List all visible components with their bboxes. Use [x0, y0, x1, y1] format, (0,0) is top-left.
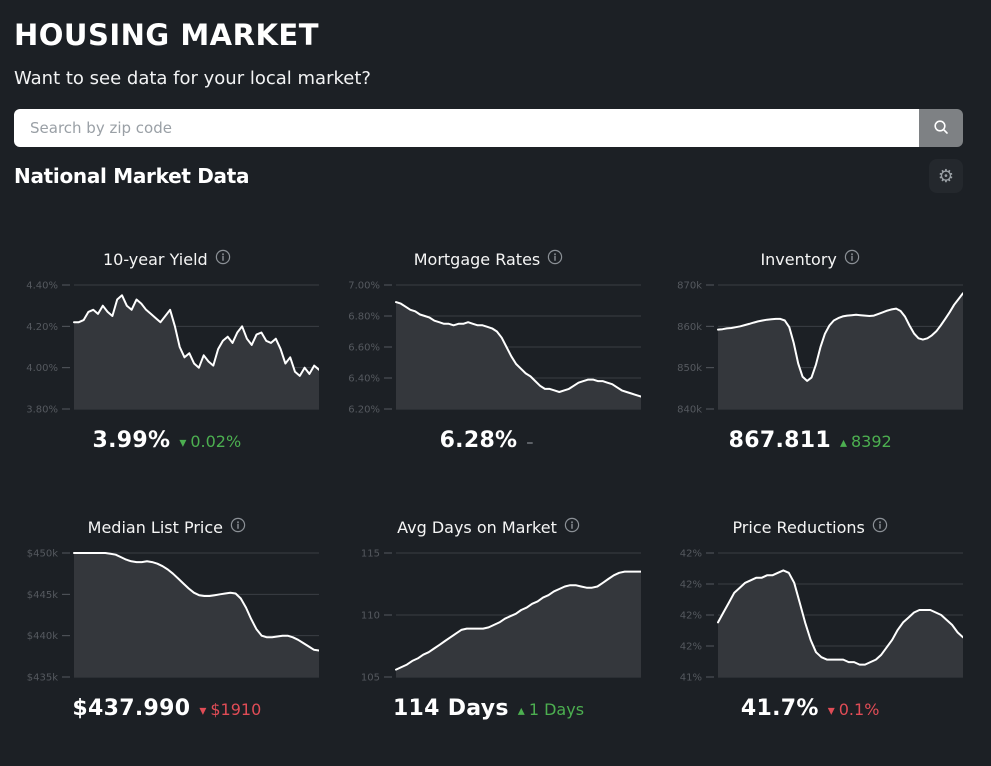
svg-text:870k: 870k [677, 281, 702, 292]
svg-text:860k: 860k [677, 322, 702, 333]
metric-delta-text: 1 Days [528, 700, 585, 719]
svg-text:42%: 42% [679, 549, 701, 560]
metric-card-mortgage-rates: Mortgage Rates 7.00% 6.80% 6.60% 6.40% 6.20%… [336, 249, 642, 453]
metric-value: 6.28% [439, 428, 518, 453]
svg-text:3.80%: 3.80% [27, 405, 59, 414]
metric-value: 867.811 [728, 428, 831, 453]
chart-title-row: Avg Days on Market [336, 517, 642, 537]
svg-text:850k: 850k [677, 363, 702, 374]
page-subtitle: Want to see data for your local market? [14, 68, 371, 89]
svg-text:42%: 42% [679, 580, 701, 591]
svg-text:105: 105 [361, 673, 380, 682]
svg-text:6.80%: 6.80% [348, 312, 380, 323]
metric-delta-text: 0.02% [190, 432, 242, 451]
svg-text:$450k: $450k [27, 549, 58, 560]
metric-value-row: 114 Days ▴ 1 Days [336, 696, 642, 721]
chart-title-row: Mortgage Rates [336, 249, 642, 269]
svg-text:41%: 41% [679, 673, 701, 682]
metric-value-row: 867.811 ▴ 8392 [657, 428, 963, 453]
metric-card-inventory: Inventory 870k 860k 850k 840k 867.811 ▴ 839… [657, 249, 964, 453]
metric-card-10-year-yield: 10-year Yield 4.40% 4.20% 4.00% 3.80% 3.99%… [14, 249, 321, 453]
chart-title-row: Median List Price [14, 517, 320, 537]
chart-title: Inventory [760, 249, 837, 269]
metric-value: 114 Days [392, 696, 509, 721]
search-icon [932, 118, 950, 139]
section-heading: National Market Data [14, 164, 250, 188]
metric-value-row: 6.28% – [336, 428, 642, 453]
svg-text:4.40%: 4.40% [27, 281, 59, 292]
metric-card-avg-days-on-market: Avg Days on Market 115 110 105 114 Days ▴ … [336, 517, 642, 721]
chart-title-row: 10-year Yield [14, 249, 320, 269]
area-chart[interactable]: $450k $445k $440k $435k [14, 549, 321, 684]
info-icon[interactable] [547, 249, 563, 269]
info-icon[interactable] [564, 517, 580, 537]
svg-text:7.00%: 7.00% [348, 281, 380, 292]
metric-delta-text: 8392 [850, 432, 892, 451]
zip-search-bar [14, 109, 963, 147]
metric-delta: ▴ 1 Days [518, 700, 584, 719]
metric-value-row: 3.99% ▾ 0.02% [14, 428, 320, 453]
area-chart[interactable]: 7.00% 6.80% 6.60% 6.40% 6.20% [336, 281, 642, 416]
settings-button[interactable]: ⚙ [929, 159, 963, 193]
metric-card-price-reductions: Price Reductions 42% 42% 42% 42% 41% 41.7% ▾… [657, 517, 964, 721]
svg-text:$435k: $435k [27, 673, 58, 682]
metric-value-row: $437.990 ▾ $1910 [14, 696, 320, 721]
metrics-grid: 10-year Yield 4.40% 4.20% 4.00% 3.80% 3.99%… [14, 249, 964, 721]
trend-arrow-icon: ▴ [517, 703, 525, 719]
svg-text:42%: 42% [679, 611, 701, 622]
metric-card-median-list-price: Median List Price $450k $445k $440k $435k $… [14, 517, 321, 721]
area-chart[interactable]: 42% 42% 42% 42% 41% [658, 549, 964, 684]
search-button[interactable] [919, 109, 963, 147]
svg-text:4.20%: 4.20% [27, 322, 59, 333]
metric-delta: ▴ 8392 [840, 432, 892, 451]
svg-text:6.20%: 6.20% [348, 405, 380, 414]
metric-value: $437.990 [72, 696, 191, 721]
svg-text:4.00%: 4.00% [27, 363, 59, 374]
info-icon[interactable] [872, 517, 888, 537]
trend-arrow-icon: ▴ [839, 435, 847, 451]
area-chart[interactable]: 870k 860k 850k 840k [658, 281, 964, 416]
svg-text:$445k: $445k [27, 590, 58, 601]
trend-arrow-icon: ▾ [199, 703, 207, 719]
section-header-row: National Market Data ⚙ [14, 159, 963, 193]
page-header: HOUSING MARKET Want to see data for your… [14, 18, 963, 193]
trend-arrow-icon: ▾ [827, 703, 835, 719]
svg-text:6.60%: 6.60% [348, 343, 380, 354]
chart-title-row: Price Reductions [657, 517, 963, 537]
metric-value: 3.99% [92, 428, 171, 453]
area-chart[interactable]: 4.40% 4.20% 4.00% 3.80% [14, 281, 321, 416]
svg-text:6.40%: 6.40% [348, 374, 380, 385]
trend-arrow-icon: – [526, 435, 534, 451]
metric-delta: ▾ 0.1% [828, 700, 880, 719]
chart-title: Price Reductions [732, 517, 865, 537]
chart-title: 10-year Yield [102, 249, 208, 269]
area-chart[interactable]: 115 110 105 [336, 549, 642, 684]
chart-title: Median List Price [87, 517, 224, 537]
info-icon[interactable] [230, 517, 246, 537]
metric-delta-text: $1910 [210, 700, 262, 719]
svg-text:840k: 840k [677, 405, 702, 414]
svg-text:$440k: $440k [27, 631, 58, 642]
info-icon[interactable] [215, 249, 231, 269]
svg-text:42%: 42% [679, 642, 701, 653]
zip-search-input[interactable] [14, 109, 919, 147]
svg-text:115: 115 [361, 549, 380, 560]
chart-title-row: Inventory [657, 249, 963, 269]
metric-delta: – [526, 436, 537, 450]
chart-title: Mortgage Rates [413, 249, 541, 269]
gear-icon: ⚙ [937, 166, 955, 186]
metric-delta-text: 0.1% [838, 700, 880, 719]
metric-delta: ▾ 0.02% [179, 432, 241, 451]
page-title: HOUSING MARKET [14, 18, 320, 52]
metric-value: 41.7% [740, 696, 819, 721]
svg-text:110: 110 [361, 611, 380, 622]
info-icon[interactable] [844, 249, 860, 269]
trend-arrow-icon: ▾ [179, 435, 187, 451]
metric-delta: ▾ $1910 [199, 700, 261, 719]
metric-value-row: 41.7% ▾ 0.1% [657, 696, 963, 721]
chart-title: Avg Days on Market [397, 517, 557, 537]
